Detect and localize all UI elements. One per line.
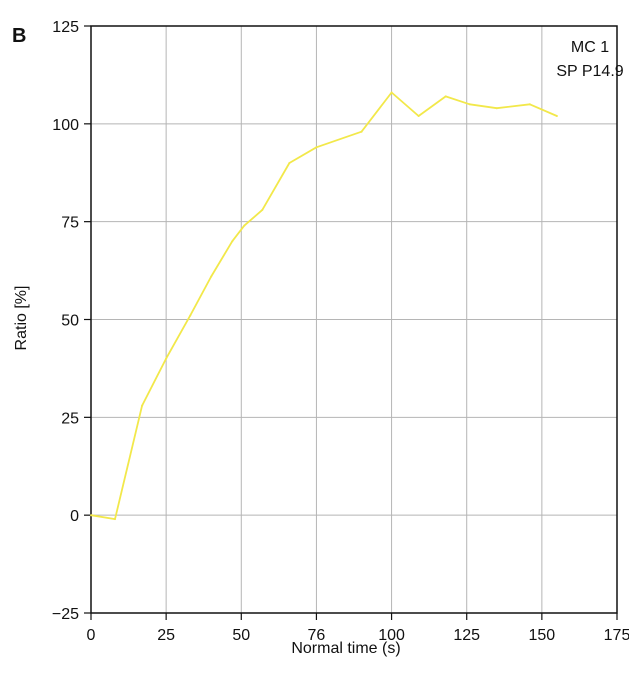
annotation-line-2: SP P14.9 <box>556 63 623 80</box>
data-point <box>444 95 447 98</box>
x-axis-title: Normal time (s) <box>291 640 400 657</box>
y-tick-label: 50 <box>61 313 79 330</box>
grid <box>91 26 617 613</box>
y-axis-title: Ratio [%] <box>13 286 30 351</box>
x-tick-label: 150 <box>529 627 556 644</box>
data-point <box>495 107 498 110</box>
y-tick-label: −25 <box>52 606 79 623</box>
tick-marks <box>84 25 618 620</box>
annotation-line-1: MC 1 <box>571 39 609 56</box>
data-point <box>555 115 558 117</box>
data-point <box>141 404 144 407</box>
data-point <box>189 314 192 317</box>
data-point <box>243 224 246 227</box>
x-tick-label: 100 <box>378 627 405 644</box>
x-tick-label: 175 <box>604 627 629 644</box>
x-tick-label: 125 <box>453 627 480 644</box>
panel-label: B <box>12 25 26 47</box>
data-point <box>315 146 318 149</box>
y-tick-label: 100 <box>52 117 79 134</box>
data-point <box>417 115 420 117</box>
data-point <box>390 91 393 94</box>
x-tick-label: 0 <box>87 627 96 644</box>
y-tick-label: 0 <box>70 508 79 525</box>
series-line <box>90 91 558 520</box>
data-point <box>114 518 116 521</box>
y-tick-labels: −25 0 25 50 75 100 125 <box>52 19 79 623</box>
x-tick-label: 50 <box>232 627 250 644</box>
x-tick-labels: 0 25 50 76 100 125 150 175 <box>87 627 629 644</box>
data-point <box>210 275 213 278</box>
data-point <box>165 357 168 360</box>
data-point <box>360 130 363 133</box>
data-point <box>528 103 531 106</box>
data-point <box>231 240 234 243</box>
data-point <box>468 103 471 106</box>
data-point <box>90 514 92 517</box>
y-tick-label: 75 <box>61 215 79 232</box>
x-tick-label: 25 <box>157 627 175 644</box>
y-tick-label: 125 <box>52 19 79 36</box>
data-point <box>261 208 264 211</box>
y-tick-label: 25 <box>61 410 79 427</box>
data-point <box>288 162 291 164</box>
x-tick-label: 76 <box>308 627 326 644</box>
series-group <box>90 91 558 521</box>
